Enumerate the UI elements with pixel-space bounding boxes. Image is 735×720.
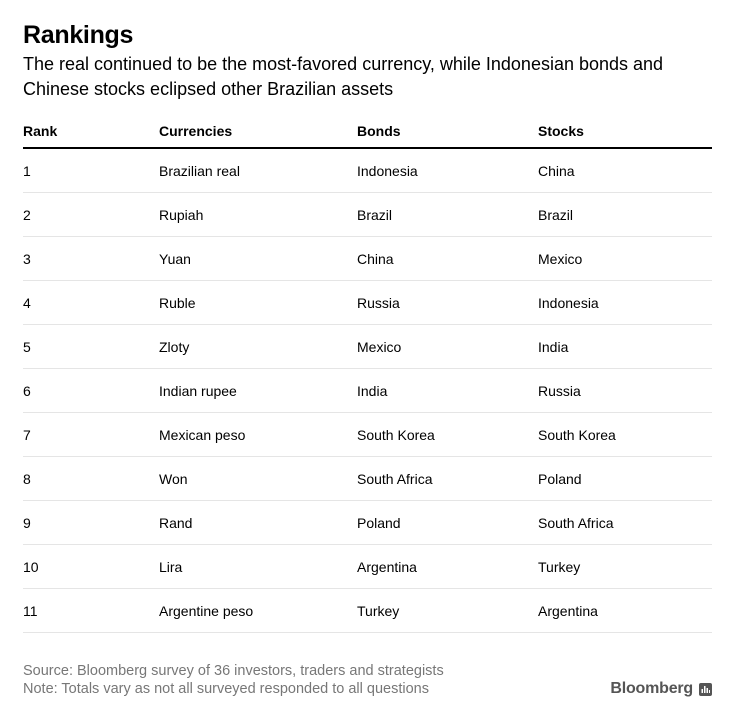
cell-rank: 3 [23, 236, 159, 281]
table-row: 5 Zloty Mexico India [23, 324, 712, 369]
table-row: 2 Rupiah Brazil Brazil [23, 192, 712, 237]
totals-note: Note: Totals vary as not all surveyed re… [23, 681, 429, 697]
cell-currency: Argentine peso [159, 588, 357, 633]
cell-rank: 5 [23, 324, 159, 369]
cell-bond: Poland [357, 500, 538, 545]
cell-currency: Rupiah [159, 192, 357, 237]
bloomberg-chart-icon [699, 682, 712, 696]
table-row: 1 Brazilian real Indonesia China [23, 148, 712, 193]
table-row: 11 Argentine peso Turkey Argentina [23, 588, 712, 633]
cell-bond: South Korea [357, 412, 538, 457]
cell-bond: Argentina [357, 544, 538, 589]
cell-rank: 9 [23, 500, 159, 545]
cell-rank: 4 [23, 280, 159, 325]
cell-bond: Indonesia [357, 148, 538, 193]
cell-rank: 6 [23, 368, 159, 413]
column-header-bonds: Bonds [357, 115, 538, 149]
cell-bond: China [357, 236, 538, 281]
cell-rank: 2 [23, 192, 159, 237]
table-row: 7 Mexican peso South Korea South Korea [23, 412, 712, 457]
cell-stock: Brazil [538, 192, 712, 237]
cell-rank: 8 [23, 456, 159, 501]
cell-bond: Brazil [357, 192, 538, 237]
cell-stock: China [538, 148, 712, 193]
chart-title: Rankings [23, 21, 134, 49]
table-row: 4 Ruble Russia Indonesia [23, 280, 712, 325]
cell-currency: Zloty [159, 324, 357, 369]
cell-stock: Turkey [538, 544, 712, 589]
cell-currency: Brazilian real [159, 148, 357, 193]
cell-currency: Lira [159, 544, 357, 589]
chart-subtitle: The real continued to be the most-favore… [23, 54, 664, 99]
source-note: Source: Bloomberg survey of 36 investors… [23, 663, 444, 679]
table-row: 8 Won South Africa Poland [23, 456, 712, 501]
cell-stock: Mexico [538, 236, 712, 281]
rankings-table: Rank Currencies Bonds Stocks 1 Brazilian … [23, 115, 712, 633]
cell-bond: India [357, 368, 538, 413]
cell-bond: Russia [357, 280, 538, 325]
cell-bond: South Africa [357, 456, 538, 501]
bloomberg-logo: Bloomberg [610, 680, 712, 698]
chart-footer: Source: Bloomberg survey of 36 investors… [23, 662, 444, 698]
cell-currency: Indian rupee [159, 368, 357, 413]
chart-container: Rankings The real continued to be the mo… [23, 18, 712, 708]
cell-stock: Argentina [538, 588, 712, 633]
cell-stock: Poland [538, 456, 712, 501]
table-header-row: Rank Currencies Bonds Stocks [23, 115, 712, 149]
table-row: 3 Yuan China Mexico [23, 236, 712, 281]
cell-currency: Yuan [159, 236, 357, 281]
cell-rank: 7 [23, 412, 159, 457]
cell-bond: Turkey [357, 588, 538, 633]
cell-currency: Won [159, 456, 357, 501]
table-row: 10 Lira Argentina Turkey [23, 544, 712, 589]
cell-currency: Ruble [159, 280, 357, 325]
cell-rank: 1 [23, 148, 159, 193]
table-body: 1 Brazilian real Indonesia China 2 Rupiah Braz… [23, 148, 712, 633]
column-header-rank: Rank [23, 115, 159, 149]
cell-bond: Mexico [357, 324, 538, 369]
column-header-currencies: Currencies [159, 115, 357, 149]
logo-text: Bloomberg [610, 680, 693, 697]
cell-stock: Russia [538, 368, 712, 413]
cell-stock: South Korea [538, 412, 712, 457]
cell-stock: India [538, 324, 712, 369]
cell-stock: South Africa [538, 500, 712, 545]
cell-currency: Rand [159, 500, 357, 545]
cell-currency: Mexican peso [159, 412, 357, 457]
column-header-stocks: Stocks [538, 115, 712, 149]
table-row: 9 Rand Poland South Africa [23, 500, 712, 545]
table-row: 6 Indian rupee India Russia [23, 368, 712, 413]
cell-rank: 10 [23, 544, 159, 589]
cell-stock: Indonesia [538, 280, 712, 325]
cell-rank: 11 [23, 588, 159, 633]
